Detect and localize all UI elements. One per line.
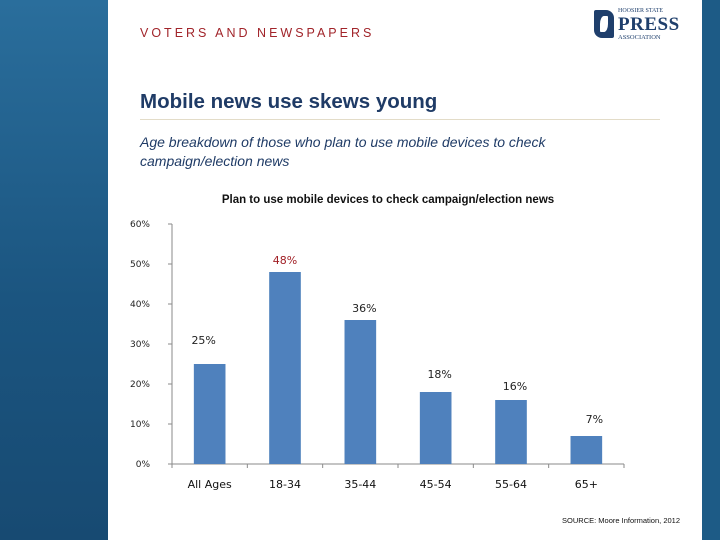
title-divider [140,119,660,120]
bar-all-ages [193,364,226,464]
y-tick-label: 20% [130,380,150,390]
x-category-label: 35-44 [344,478,376,491]
right-frame-band [702,0,720,540]
bar-55-64 [495,400,527,464]
data-label: 18% [427,368,451,381]
y-tick-label: 40% [130,300,150,310]
data-label: 48% [273,254,297,267]
y-tick-label: 50% [130,260,150,270]
logo-line-2: PRESS [618,14,680,35]
x-category-label: 18-34 [269,478,301,491]
slide-title: Mobile news use skews young [140,90,438,113]
data-label: 36% [352,302,376,315]
press-association-logo: HOOSIER STATE PRESS ASSOCIATION [594,8,679,42]
chart-title: Plan to use mobile devices to check camp… [221,194,555,206]
x-category-label: 55-64 [495,478,527,491]
source-note: SOURCE: Moore Information, 2012 [562,516,680,525]
logo-line-1: HOOSIER STATE [618,8,664,14]
y-tick-label: 10% [130,420,150,430]
bar-18-34 [269,272,301,464]
slide: VOTERS AND NEWSPAPERS HOOSIER STATE PRES… [108,0,702,540]
slide-subtitle: Age breakdown of those who plan to use m… [140,134,546,169]
bar-35-44 [344,320,377,464]
section-header: VOTERS AND NEWSPAPERS [140,26,375,40]
logo-line-3: ASSOCIATION [618,34,661,41]
y-tick-label: 0% [136,460,151,470]
y-tick-label: 60% [130,220,150,230]
y-tick-label: 30% [130,340,150,350]
bar-chart: 0% 10% 20% 30% 40% 50% 60% 25% 48% 36% 18% 16% 7% A… [130,220,625,491]
data-label: 16% [503,380,527,393]
data-label: 25% [191,334,215,347]
indiana-state-logo-icon [594,10,614,38]
bar-65- [570,436,603,464]
x-category-label: 45-54 [420,478,452,491]
left-frame-band [0,0,108,540]
bar-45-54 [419,392,452,464]
data-label: 7% [586,413,603,426]
x-category-label: All Ages [188,478,232,491]
x-category-label: 65+ [575,478,598,491]
